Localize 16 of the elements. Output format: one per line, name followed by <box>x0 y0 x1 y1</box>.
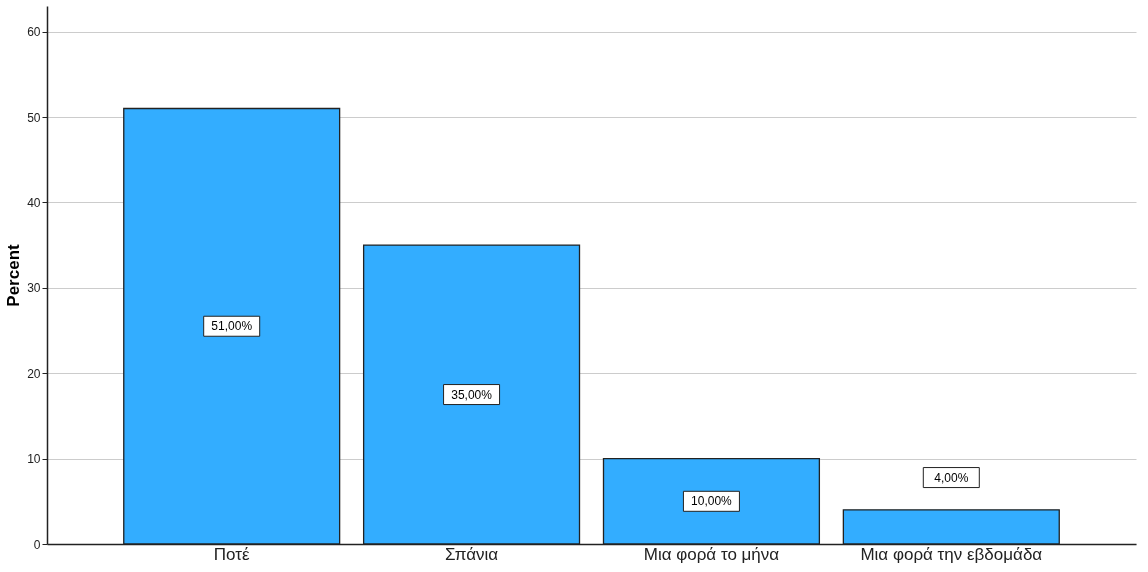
data-label: 10,00% <box>691 494 733 509</box>
y-tick-label: 40 <box>27 195 41 210</box>
data-label: 4,00% <box>934 470 969 485</box>
y-tick-label: 30 <box>27 281 41 296</box>
y-axis-title: Percent <box>4 243 24 307</box>
data-label: 51,00% <box>211 319 253 334</box>
y-tick-label: 0 <box>33 537 41 552</box>
x-tick-label: Μια φορά την εβδομάδα <box>860 544 1043 564</box>
data-label: 35,00% <box>451 387 493 402</box>
y-tick-label: 50 <box>27 110 41 125</box>
x-tick-label: Μια φορά το μήνα <box>643 544 780 564</box>
y-tick-label: 10 <box>27 452 41 467</box>
x-tick-label: Σπάνια <box>445 544 499 564</box>
y-tick-label: 60 <box>27 25 41 40</box>
y-tick-label: 20 <box>27 366 41 381</box>
x-tick-label: Ποτέ <box>213 544 251 564</box>
